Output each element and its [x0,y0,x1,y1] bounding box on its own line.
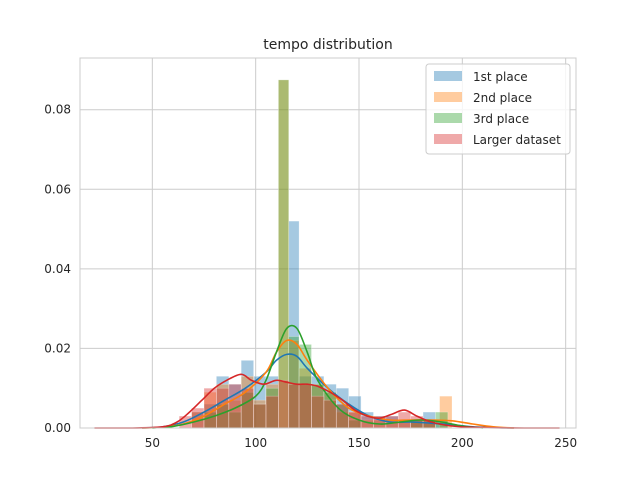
legend-label: 2nd place [473,91,532,105]
y-tick-label: 0.02 [44,341,71,355]
bars-series-2 [203,79,449,429]
x-tick-label: 50 [145,436,160,450]
bars-series-3 [178,379,436,429]
x-tick-label: 100 [244,436,267,450]
histogram-bar [265,395,279,429]
legend: 1st place 2nd place 3rd place Larger datase… [425,63,571,155]
y-tick-label: 0.04 [44,262,71,276]
legend-label: 1st place [473,70,528,84]
y-tick-label: 0.08 [44,103,71,117]
kde-curve-series-1 [141,339,515,429]
kde-curve-series-0 [141,353,515,429]
axes-frame [79,57,577,429]
kde-curve-series-3 [94,373,560,429]
legend-swatch [434,71,462,81]
y-tick-label: 0.06 [44,182,71,196]
histogram-bar [253,403,267,429]
histogram-bar [311,395,325,429]
x-tick-label: 150 [348,436,371,450]
chart-title: tempo distribution [263,37,392,53]
kde-curve-series-2 [152,324,484,429]
bars-series-0 [191,220,449,429]
legend-label: Larger dataset [473,133,561,147]
legend-swatch [434,134,462,144]
histogram-bars [178,79,453,429]
legend-box [425,63,571,155]
x-tick-label: 250 [554,436,577,450]
histogram-bar [288,383,300,429]
histogram-bar [298,383,312,429]
y-tick-label: 0.00 [44,421,71,435]
kde-curves [94,324,560,429]
histogram-bar [278,79,290,429]
x-tick-label: 200 [451,436,474,450]
histogram-bar [278,379,290,429]
legend-label: 3rd place [473,112,529,126]
legend-swatch [434,92,462,102]
legend-swatch [434,113,462,123]
x-axis-ticks: 50 100 150 200 250 [145,436,577,450]
y-axis-ticks: 0.00 0.02 0.04 0.06 0.08 [44,103,71,435]
